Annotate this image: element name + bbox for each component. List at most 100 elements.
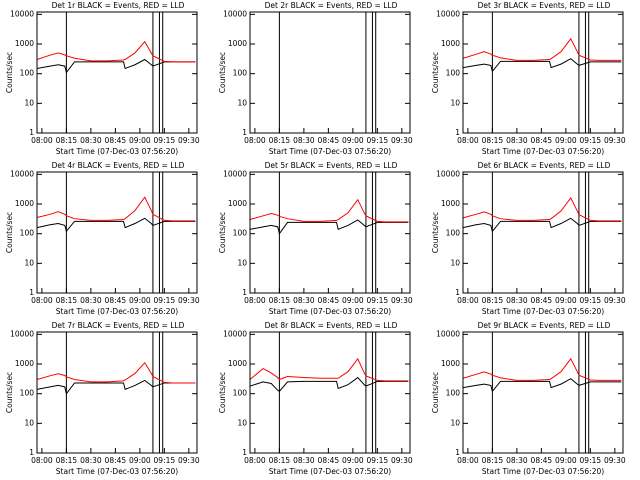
y-axis-label: Counts/sec — [431, 212, 440, 253]
y-tick-label: 1000 — [15, 199, 34, 208]
panel-title: Det 6r BLACK = Events, RED = LLD — [478, 161, 611, 170]
y-tick-label: 1000 — [441, 39, 460, 48]
x-tick-label: 09:15 — [580, 136, 602, 145]
panel: Det 1r BLACK = Events, RED = LLD Start Ti… — [5, 1, 200, 156]
y-axis-label: Counts/sec — [218, 52, 227, 93]
y-tick-label: 10000 — [436, 329, 460, 338]
x-tick-label: 09:30 — [604, 136, 626, 145]
plot-frame — [462, 331, 624, 454]
x-tick-label: 08:30 — [293, 136, 315, 145]
x-tick-label: 08:00 — [457, 296, 479, 305]
data-line — [36, 40, 196, 63]
x-tick-label: 08:45 — [531, 296, 553, 305]
x-tick-label: 08:45 — [105, 456, 127, 465]
panel: Det 8r BLACK = Events, RED = LLD Start Ti… — [218, 321, 413, 476]
y-tick-label: 10000 — [10, 329, 34, 338]
y-tick-label: 10000 — [436, 169, 460, 178]
data-line — [249, 357, 409, 382]
x-axis-label: Start Time (07-Dec-03 07:56:20) — [56, 147, 178, 156]
x-tick-label: 09:30 — [391, 136, 413, 145]
x-tick-label: 09:00 — [342, 136, 364, 145]
x-tick-label: 09:15 — [154, 456, 176, 465]
panel-title: Det 8r BLACK = Events, RED = LLD — [265, 321, 398, 330]
panel: Det 3r BLACK = Events, RED = LLD Start Ti… — [431, 1, 626, 156]
plot-frame — [36, 171, 198, 294]
x-tick-label: 09:15 — [580, 296, 602, 305]
x-tick-label: 09:00 — [129, 456, 151, 465]
x-axis-label: Start Time (07-Dec-03 07:56:20) — [56, 307, 178, 316]
data-line — [249, 198, 409, 223]
data-line — [462, 378, 622, 393]
panel-title: Det 1r BLACK = Events, RED = LLD — [52, 1, 185, 10]
panel-title: Det 7r BLACK = Events, RED = LLD — [52, 321, 185, 330]
y-tick-label: 100 — [233, 69, 248, 78]
panel: Det 5r BLACK = Events, RED = LLD Start Ti… — [218, 161, 413, 316]
y-tick-label: 100 — [20, 229, 35, 238]
y-tick-label: 10 — [237, 418, 247, 427]
data-line — [249, 376, 409, 392]
x-tick-label: 08:15 — [482, 136, 504, 145]
panel: Det 7r BLACK = Events, RED = LLD Start Ti… — [5, 321, 200, 476]
x-tick-label: 08:45 — [105, 296, 127, 305]
y-tick-label: 1 — [455, 128, 460, 137]
x-tick-label: 09:15 — [367, 456, 389, 465]
data-line — [462, 357, 622, 381]
x-tick-label: 09:00 — [129, 296, 151, 305]
plot-frame — [249, 171, 411, 294]
x-tick-label: 08:45 — [318, 296, 340, 305]
x-tick-label: 08:30 — [293, 296, 315, 305]
y-tick-label: 1000 — [15, 359, 34, 368]
y-tick-label: 1 — [29, 128, 34, 137]
plot-frame — [462, 11, 624, 134]
panel-title: Det 9r BLACK = Events, RED = LLD — [478, 321, 611, 330]
x-tick-label: 09:30 — [178, 296, 200, 305]
x-axis-label: Start Time (07-Dec-03 07:56:20) — [482, 307, 604, 316]
x-tick-label: 09:00 — [342, 456, 364, 465]
y-tick-label: 10 — [450, 258, 460, 267]
y-axis-label: Counts/sec — [5, 372, 14, 413]
y-axis-label: Counts/sec — [218, 212, 227, 253]
data-line — [462, 37, 622, 61]
y-tick-label: 1000 — [228, 39, 247, 48]
x-tick-label: 08:45 — [318, 456, 340, 465]
y-tick-label: 1 — [242, 288, 247, 297]
x-tick-label: 08:30 — [506, 296, 528, 305]
x-tick-label: 08:30 — [80, 456, 102, 465]
y-tick-label: 100 — [446, 229, 461, 238]
y-axis-label: Counts/sec — [5, 212, 14, 253]
x-tick-label: 09:15 — [367, 136, 389, 145]
y-tick-label: 10000 — [436, 9, 460, 18]
y-tick-label: 1000 — [228, 199, 247, 208]
panel-title: Det 4r BLACK = Events, RED = LLD — [52, 161, 185, 170]
panel-title: Det 2r BLACK = Events, RED = LLD — [265, 1, 398, 10]
y-tick-label: 10 — [24, 418, 34, 427]
x-tick-label: 08:15 — [269, 456, 291, 465]
y-tick-label: 100 — [20, 389, 35, 398]
x-tick-label: 09:00 — [555, 296, 577, 305]
x-tick-label: 09:00 — [555, 456, 577, 465]
y-tick-label: 1 — [242, 128, 247, 137]
y-tick-label: 10000 — [10, 169, 34, 178]
x-tick-label: 09:15 — [367, 296, 389, 305]
data-line — [462, 197, 622, 222]
x-tick-label: 09:15 — [580, 456, 602, 465]
y-axis-label: Counts/sec — [5, 52, 14, 93]
panel-title: Det 3r BLACK = Events, RED = LLD — [478, 1, 611, 10]
x-tick-label: 08:00 — [244, 296, 266, 305]
panel: Det 6r BLACK = Events, RED = LLD Start Ti… — [431, 161, 626, 316]
x-tick-label: 08:00 — [457, 136, 479, 145]
x-tick-label: 08:30 — [506, 136, 528, 145]
x-tick-label: 09:30 — [178, 456, 200, 465]
data-line — [462, 58, 622, 73]
x-tick-label: 08:00 — [31, 136, 53, 145]
y-tick-label: 1000 — [15, 39, 34, 48]
x-tick-label: 08:30 — [80, 296, 102, 305]
plot-frame — [36, 331, 198, 454]
y-tick-label: 10000 — [223, 329, 247, 338]
x-axis-label: Start Time (07-Dec-03 07:56:20) — [269, 307, 391, 316]
y-tick-label: 1 — [455, 448, 460, 457]
x-tick-label: 08:30 — [506, 456, 528, 465]
plot-frame — [249, 331, 411, 454]
y-tick-label: 100 — [233, 389, 248, 398]
